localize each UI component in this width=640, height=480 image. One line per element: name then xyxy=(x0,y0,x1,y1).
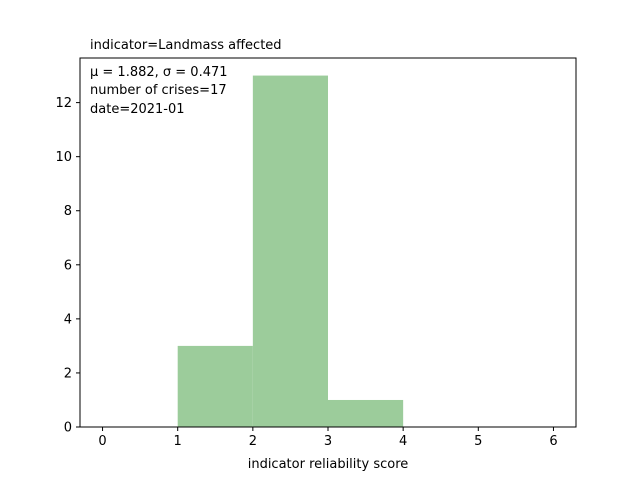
x-axis-label: indicator reliability score xyxy=(248,457,409,472)
date-annotation: date=2021-01 xyxy=(90,102,185,117)
stats-annotation: μ = 1.882, σ = 0.471 xyxy=(90,65,228,80)
chart-title: indicator=Landmass affected xyxy=(90,38,282,53)
x-tick-label: 5 xyxy=(474,434,482,449)
bars-group xyxy=(177,75,404,428)
x-tick-label: 3 xyxy=(324,434,332,449)
histogram-bar-2 xyxy=(252,75,328,428)
y-tick-label: 6 xyxy=(64,258,72,273)
y-axis: 0 2 4 6 8 10 12 xyxy=(55,96,80,436)
histogram-bar-1 xyxy=(177,345,253,427)
y-tick-label: 0 xyxy=(64,421,72,436)
histogram-bar-3 xyxy=(328,399,404,427)
y-tick-label: 4 xyxy=(64,312,72,327)
x-tick-label: 0 xyxy=(98,434,106,449)
x-tick-label: 6 xyxy=(549,434,557,449)
x-tick-label: 1 xyxy=(174,434,182,449)
x-axis: 0 1 2 3 4 5 6 xyxy=(98,427,558,449)
y-tick-label: 2 xyxy=(64,366,72,381)
y-tick-label: 12 xyxy=(55,96,72,111)
x-tick-label: 2 xyxy=(249,434,257,449)
count-annotation: number of crises=17 xyxy=(90,83,227,98)
y-tick-label: 8 xyxy=(64,204,72,219)
x-tick-label: 4 xyxy=(399,434,407,449)
y-tick-label: 10 xyxy=(55,150,72,165)
